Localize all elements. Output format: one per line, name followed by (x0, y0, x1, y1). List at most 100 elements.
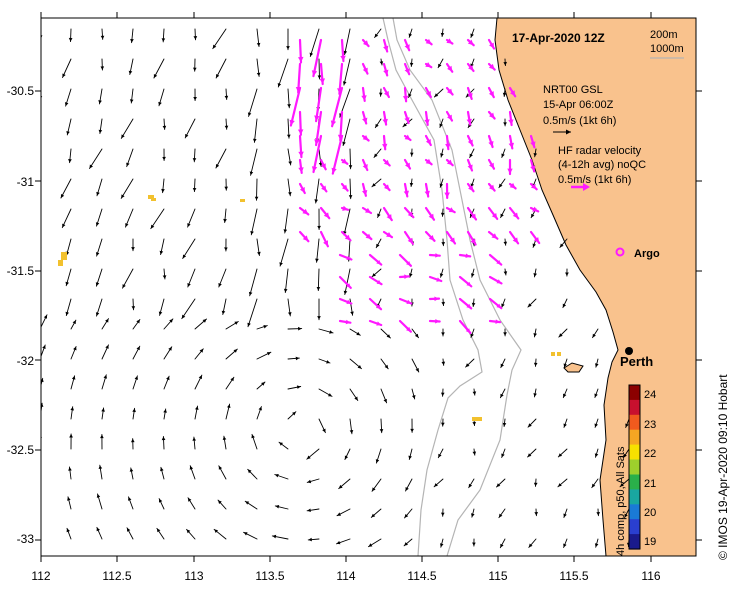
model-arrow (624, 508, 630, 519)
hf-arrow (382, 110, 388, 126)
model-arrow (317, 208, 321, 230)
hf-arrow (428, 253, 441, 258)
hf-arrow (444, 182, 450, 199)
model-arrow-shaft (120, 118, 134, 139)
model-arrow-head (245, 501, 250, 505)
hf-arrow-head (465, 253, 471, 258)
plot-frame (40, 17, 697, 557)
model-arrow-head (409, 62, 414, 67)
model-arrow-head (247, 112, 252, 117)
hf-arrow (508, 182, 517, 190)
model-arrow-head (159, 250, 164, 255)
model-arrow (251, 433, 258, 450)
model-arrow-head (434, 93, 439, 97)
model-arrow (181, 298, 196, 320)
model-arrow (287, 298, 292, 317)
model-arrow-head (296, 385, 301, 389)
model-arrow (212, 28, 227, 50)
model-arrow (371, 178, 382, 188)
model-arrow-head (126, 162, 130, 167)
model-arrow (375, 448, 382, 464)
model-arrow (194, 405, 199, 420)
model-arrow (189, 465, 196, 480)
model-arrow-head (591, 483, 596, 488)
model-arrow-head (558, 453, 563, 457)
hf-arrow-head (508, 142, 514, 149)
model-arrow-head (224, 247, 228, 251)
credit-text: © IMOS 19-Apr-2020 09:10 Hobart (716, 374, 730, 560)
model-arrow (409, 268, 413, 278)
model-arrow-shaft (28, 59, 40, 79)
model-arrow (441, 388, 445, 397)
model-arrow (158, 88, 165, 107)
model-arrow (410, 148, 414, 157)
hf-arrow (445, 134, 451, 151)
model-arrow-head (162, 156, 166, 161)
sst-mark (148, 195, 154, 199)
model-arrow-head (105, 318, 109, 323)
model-arrow-head (129, 468, 134, 472)
model-arrow-head (343, 290, 348, 295)
model-arrow (472, 388, 477, 396)
model-arrow (160, 466, 165, 480)
model-arrow-head (230, 377, 234, 382)
model-arrow (336, 508, 351, 517)
model-arrow (349, 418, 354, 435)
axis-ticks (35, 12, 702, 562)
model-arrow (182, 238, 196, 259)
lon-tick-label: 116 (641, 569, 660, 583)
model-arrow (375, 238, 382, 249)
model-arrow (98, 118, 103, 134)
model-arrow-head (277, 83, 282, 87)
hf-arrow (445, 62, 454, 73)
model-arrow-head (414, 333, 419, 338)
model-arrow-head (439, 123, 443, 128)
model-arrow-head (468, 123, 472, 128)
colorbar-frame (628, 384, 641, 550)
model-arrow-head (371, 513, 376, 518)
hf-arrow (361, 62, 369, 75)
hf-arrow-head (530, 183, 537, 190)
hf-arrow-head (530, 165, 536, 172)
model-arrow (163, 318, 174, 330)
model-arrow-head (415, 368, 419, 372)
model-arrow-head (563, 363, 567, 368)
hf-arrow (298, 206, 310, 216)
model-arrow (559, 238, 568, 248)
model-arrow (253, 118, 258, 143)
hf-arrow (338, 319, 352, 325)
model-arrow (41, 344, 46, 358)
model-arrow-head (254, 196, 259, 201)
model-arrow (194, 374, 203, 390)
model-arrow (405, 478, 413, 492)
hf-arrow (487, 110, 496, 120)
model-arrow (162, 148, 166, 161)
hf-arrow (508, 110, 514, 127)
model-arrow (533, 478, 538, 487)
model-arrow-shaft (35, 119, 40, 136)
hf-arrow-head (465, 328, 471, 333)
model-arrow (287, 88, 291, 109)
model-arrow-head (266, 352, 271, 356)
colorbar-segment (629, 414, 640, 431)
model-arrow-head (36, 527, 40, 531)
model-arrow-shaft (34, 209, 40, 227)
model-arrow-head (371, 183, 376, 187)
model-arrow-head (216, 74, 220, 78)
hf-arrow-head (466, 303, 472, 309)
legend-hf-arrowhead (583, 183, 590, 191)
model-arrow-head (527, 453, 532, 457)
hf-arrow (403, 38, 411, 52)
model-arrow (527, 418, 537, 428)
model-arrow (225, 348, 238, 360)
hf-arrow (382, 206, 393, 222)
model-arrow (468, 478, 475, 489)
model-arrow-head (192, 437, 196, 441)
model-arrow-head (559, 243, 564, 248)
model-arrow (34, 119, 40, 136)
sst-mark (240, 199, 245, 202)
model-arrow-head (287, 134, 291, 139)
hf-arrow-head (488, 63, 495, 70)
model-arrow (158, 498, 165, 510)
model-arrow (563, 418, 568, 428)
